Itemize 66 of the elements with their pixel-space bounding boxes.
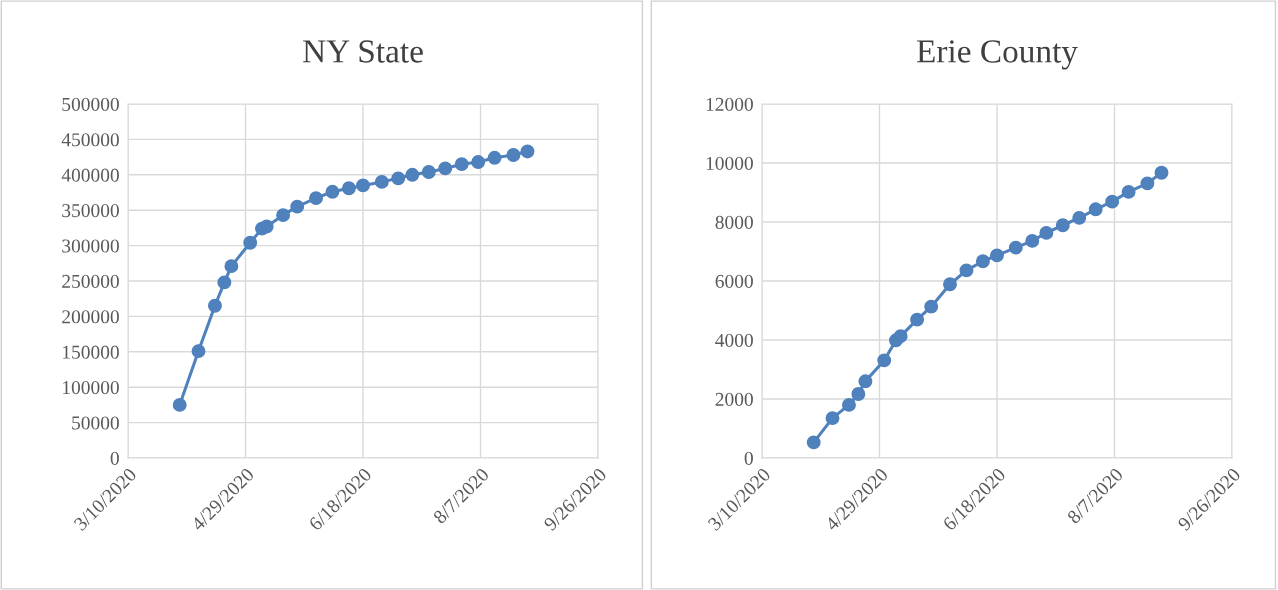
y-tick-label: 200000 xyxy=(62,310,119,324)
point xyxy=(356,178,370,193)
point xyxy=(825,411,840,426)
y-tick-label: 400000 xyxy=(61,168,119,182)
y-tick-label: 6000 xyxy=(715,274,753,288)
point xyxy=(924,299,939,314)
chart-title: NY State xyxy=(303,40,423,63)
point xyxy=(943,277,957,292)
point xyxy=(1140,176,1155,191)
point xyxy=(259,219,274,234)
point xyxy=(910,312,925,327)
point xyxy=(877,353,892,368)
point xyxy=(421,165,436,179)
point xyxy=(1121,184,1136,199)
y-tick-label: 4000 xyxy=(715,333,753,347)
y-tick-label: 100000 xyxy=(63,381,119,395)
point xyxy=(224,259,239,274)
point xyxy=(506,148,521,162)
point xyxy=(975,254,990,269)
y-tick-label: 450000 xyxy=(61,133,119,147)
point xyxy=(959,263,974,278)
point xyxy=(405,167,420,182)
y-tick-label: 500000 xyxy=(62,97,119,111)
point xyxy=(1025,233,1040,248)
point xyxy=(990,248,1004,263)
y-tick-label: 350000 xyxy=(62,204,119,218)
point xyxy=(438,161,453,176)
chart-title: Erie County xyxy=(916,40,1078,70)
y-tick-label: 12000 xyxy=(706,97,753,111)
y-tick-label: 50000 xyxy=(72,416,119,430)
point xyxy=(893,329,908,344)
y-tick-label: 300000 xyxy=(62,239,119,253)
point xyxy=(487,150,502,165)
point xyxy=(325,184,340,199)
point xyxy=(1055,218,1070,233)
y-tick-label: 250000 xyxy=(62,274,119,288)
point xyxy=(374,174,389,189)
point xyxy=(806,435,821,450)
point xyxy=(842,397,856,412)
y-tick-label: 0 xyxy=(744,451,753,465)
point xyxy=(1008,240,1023,255)
point xyxy=(1039,225,1054,240)
y-tick-label: 0 xyxy=(110,451,119,465)
point xyxy=(851,387,866,401)
point xyxy=(471,155,486,170)
point xyxy=(520,144,535,159)
point xyxy=(1088,202,1103,217)
point xyxy=(276,208,291,223)
point xyxy=(454,157,469,172)
point xyxy=(217,275,232,290)
point xyxy=(1072,210,1087,225)
point xyxy=(290,199,305,214)
point xyxy=(1105,194,1120,209)
y-tick-label: 150000 xyxy=(63,345,119,359)
y-tick-label: 8000 xyxy=(715,215,753,229)
point xyxy=(309,191,323,206)
y-tick-label: 2000 xyxy=(715,392,753,406)
point xyxy=(1154,165,1169,180)
point xyxy=(243,235,258,250)
point xyxy=(208,298,222,313)
point xyxy=(341,181,356,196)
point xyxy=(191,344,206,359)
point xyxy=(172,397,187,412)
point xyxy=(858,374,873,389)
point xyxy=(391,171,406,186)
y-tick-label: 10000 xyxy=(706,156,753,170)
